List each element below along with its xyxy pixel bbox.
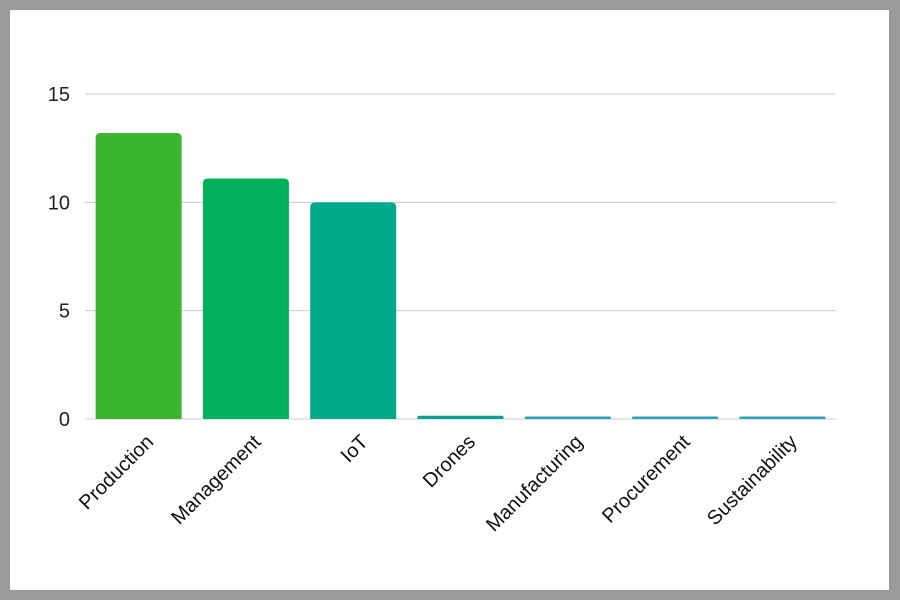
x-tick-label-production: Production [75, 431, 158, 514]
y-tick-label: 15 [48, 84, 70, 106]
bar-procurement [632, 416, 719, 419]
bar-manufacturing [524, 416, 611, 419]
gridlines [85, 93, 836, 420]
y-axis-tick-labels: 0 5 10 15 [48, 84, 70, 431]
bars [95, 133, 826, 419]
bar-management [202, 178, 289, 419]
x-tick-label-manufacturing: Manufacturing [482, 431, 587, 536]
y-tick-label: 10 [48, 192, 70, 214]
x-tick-label-management: Management [167, 431, 265, 529]
y-tick-label: 0 [59, 409, 70, 431]
bar-chart: 0 5 10 15 Production Management IoT Drones Manu… [48, 84, 836, 536]
x-axis-category-labels: Production Management IoT Drones Manufacturi… [75, 431, 802, 536]
bar-production [95, 133, 182, 419]
bar-drones [417, 415, 504, 419]
x-tick-label-drones: Drones [419, 431, 480, 492]
chart-card: 0 5 10 15 Production Management IoT Drones Manu… [10, 10, 889, 590]
bar-sustainability [739, 416, 826, 419]
y-tick-label: 5 [59, 301, 70, 323]
x-tick-label-sustainability: Sustainability [703, 431, 802, 530]
bar-iot [310, 202, 397, 419]
x-tick-label-procurement: Procurement [598, 431, 695, 528]
x-tick-label-iot: IoT [337, 431, 373, 467]
